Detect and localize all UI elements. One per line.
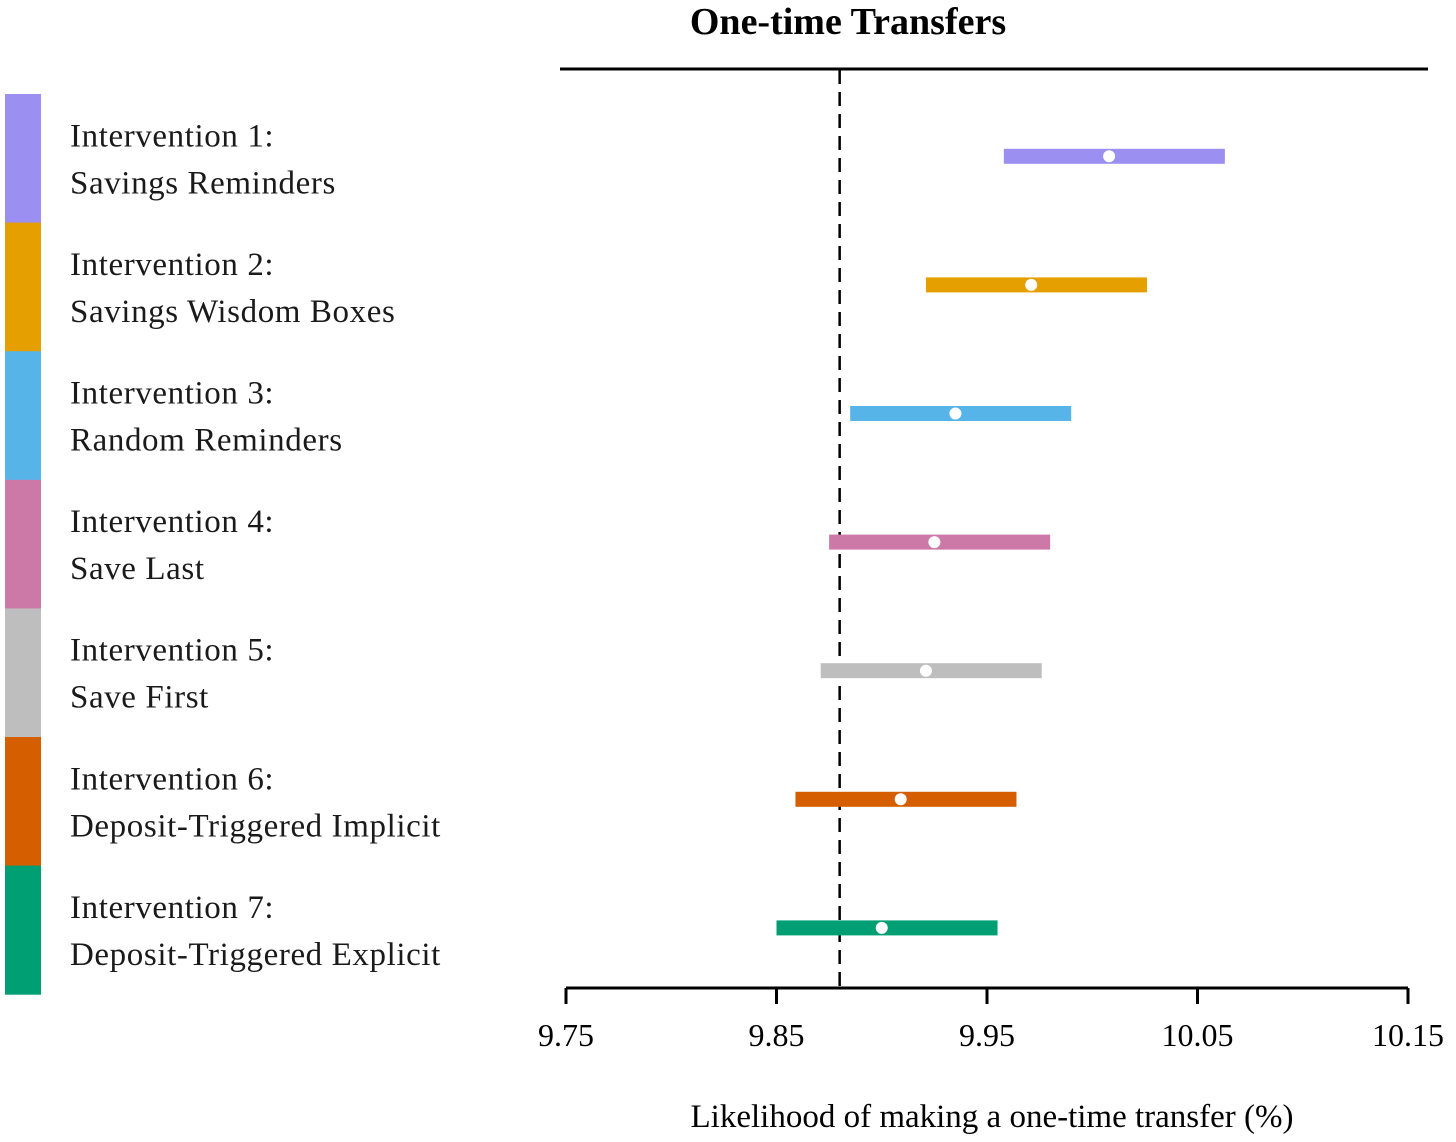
row-label-2-title: Intervention 2:: [70, 247, 274, 283]
row-label-6-title: Intervention 6:: [70, 761, 274, 797]
estimate-point-2: [1025, 278, 1038, 291]
estimate-point-5: [919, 664, 932, 677]
row-label-6-name: Deposit-Triggered Implicit: [70, 808, 441, 844]
x-axis: 9.75 9.85 9.95 10.05 10.15: [538, 986, 1444, 1053]
row-labels: Intervention 1: Savings Reminders Interven…: [70, 118, 441, 973]
color-strip-4: [5, 479, 41, 609]
ci-bars: [776, 148, 1225, 936]
color-strip-7: [5, 865, 41, 995]
x-tick-label-2: 9.85: [749, 1017, 805, 1053]
color-strips: [5, 94, 41, 995]
estimate-point-6: [894, 793, 907, 806]
estimate-point-1: [1103, 150, 1116, 163]
color-strip-5: [5, 608, 41, 738]
x-axis-label: Likelihood of making a one-time transfer…: [691, 1099, 1294, 1135]
estimate-point-7: [875, 921, 888, 934]
row-label-4-title: Intervention 4:: [70, 504, 274, 540]
chart-title: One-time Transfers: [690, 1, 1006, 43]
color-strip-2: [5, 222, 41, 352]
x-ticks: 9.75 9.85 9.95 10.05 10.15: [538, 988, 1444, 1053]
estimate-point-3: [949, 407, 962, 420]
row-label-3-title: Intervention 3:: [70, 376, 274, 412]
x-tick-label-1: 9.75: [538, 1017, 594, 1053]
x-tick-label-4: 10.05: [1162, 1017, 1234, 1053]
color-strip-6: [5, 737, 41, 867]
estimate-point-4: [928, 536, 941, 549]
x-tick-label-5: 10.15: [1372, 1017, 1444, 1053]
color-strip-1: [5, 94, 41, 224]
row-label-1-name: Savings Reminders: [70, 165, 336, 201]
row-label-7-name: Deposit-Triggered Explicit: [70, 937, 441, 973]
color-strip-3: [5, 351, 41, 481]
row-label-3-name: Random Reminders: [70, 423, 343, 459]
row-label-7-title: Intervention 7:: [70, 890, 274, 926]
row-label-4-name: Save Last: [70, 551, 205, 587]
row-label-5-name: Save First: [70, 680, 209, 716]
row-label-2-name: Savings Wisdom Boxes: [70, 294, 395, 330]
row-label-5-title: Intervention 5:: [70, 633, 274, 669]
x-tick-label-3: 9.95: [959, 1017, 1015, 1053]
row-label-1-title: Intervention 1:: [70, 118, 274, 154]
